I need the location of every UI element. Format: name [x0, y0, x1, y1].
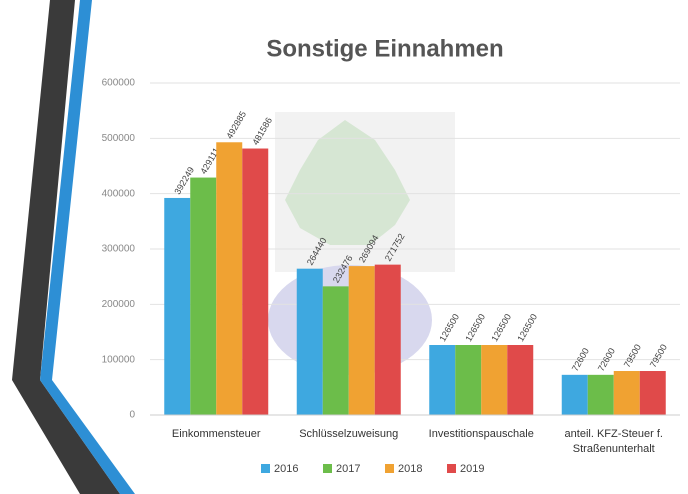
bar [322, 286, 349, 415]
y-tick-label: 0 [129, 410, 135, 421]
y-tick-label: 500000 [102, 133, 136, 144]
value-label: 126500 [463, 312, 487, 343]
bar [507, 345, 534, 415]
bar [216, 142, 243, 415]
legend-label: 2017 [336, 463, 360, 475]
bar [561, 374, 588, 415]
watermark [285, 120, 410, 245]
y-tick-label: 600000 [102, 78, 136, 89]
value-label: 79500 [622, 343, 643, 370]
legend-swatch [323, 464, 332, 473]
bar [613, 371, 640, 415]
bar [587, 374, 614, 415]
legend-label: 2016 [274, 463, 298, 475]
x-tick-label: Einkommensteuer [171, 428, 261, 440]
bar [348, 266, 375, 415]
bar [481, 345, 508, 415]
y-tick-label: 100000 [102, 354, 136, 365]
x-tick-label: Schlüsselzuweisung [299, 428, 399, 440]
decor-stripe [12, 0, 120, 494]
bar [374, 264, 401, 415]
bar [455, 345, 482, 415]
bar [639, 371, 666, 415]
x-tick-label: anteil. KFZ-Steuer f. Straßenunterhalt [564, 428, 663, 455]
value-label: 126500 [489, 312, 513, 343]
legend-swatch [261, 464, 270, 473]
legend-label: 2018 [398, 463, 422, 475]
value-label: 481586 [250, 116, 274, 147]
bar [296, 268, 323, 415]
chart-title: Sonstige Einnahmen [266, 35, 503, 62]
bar [242, 148, 269, 416]
value-label: 126500 [515, 312, 539, 343]
value-label: 492885 [224, 109, 248, 140]
decor-stripe [40, 0, 135, 494]
legend-swatch [385, 464, 394, 473]
y-tick-label: 400000 [102, 188, 136, 199]
x-tick-label: Investitionspauschale [428, 428, 534, 440]
bar [164, 197, 191, 415]
bar [190, 177, 217, 415]
y-tick-label: 300000 [102, 244, 136, 255]
bar [429, 345, 456, 415]
value-label: 126500 [437, 312, 461, 343]
legend-swatch [447, 464, 456, 473]
y-tick-label: 200000 [102, 299, 136, 310]
legend-label: 2019 [460, 463, 484, 475]
value-label: 79500 [648, 343, 669, 370]
